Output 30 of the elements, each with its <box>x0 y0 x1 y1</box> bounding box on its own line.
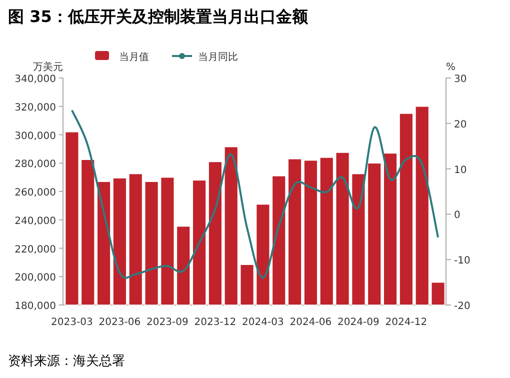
x-tick-label: 2023-09 <box>146 317 188 328</box>
x-tick-label: 2024-06 <box>290 317 332 328</box>
y-tick-label: 340,000 <box>14 74 56 85</box>
y2-tick-label: 0 <box>454 210 460 222</box>
y2-tick-label: 10 <box>454 164 467 176</box>
line-series <box>70 109 440 279</box>
x-tick-label: 2024-09 <box>338 317 380 328</box>
x-tick-label: 2024-03 <box>242 317 284 328</box>
y-axis-title: 万美元 <box>33 61 63 73</box>
y2-axis-title: % <box>446 62 456 73</box>
y2-tick-label: -20 <box>454 301 470 312</box>
y2-tick-label: 30 <box>454 74 467 85</box>
y-tick-label: 180,000 <box>14 301 56 312</box>
y-tick-label: 240,000 <box>14 216 56 227</box>
y-tick-label: 320,000 <box>14 102 56 114</box>
y-tick-label: 280,000 <box>14 159 56 170</box>
legend-label: 当月同比 <box>198 51 238 63</box>
legend-label: 当月值 <box>119 51 149 63</box>
x-tick-label: 2023-06 <box>98 317 141 328</box>
y-tick-label: 200,000 <box>14 272 56 284</box>
x-tick-label: 2023-03 <box>51 317 93 328</box>
x-tick-label: 2023-12 <box>194 317 236 328</box>
y2-tick-label: 20 <box>454 119 467 130</box>
y-tick-label: 260,000 <box>14 188 56 198</box>
y-tick-label: 220,000 <box>14 244 56 256</box>
y2-tick-label: -10 <box>454 256 470 267</box>
x-tick-label: 2024-12 <box>385 317 428 328</box>
text: 资料来源：海关总署 <box>8 354 125 369</box>
y-tick-label: 300,000 <box>14 130 56 142</box>
chart-title: 图 35：低压开关及控制装置当月出口金额 <box>8 7 309 26</box>
